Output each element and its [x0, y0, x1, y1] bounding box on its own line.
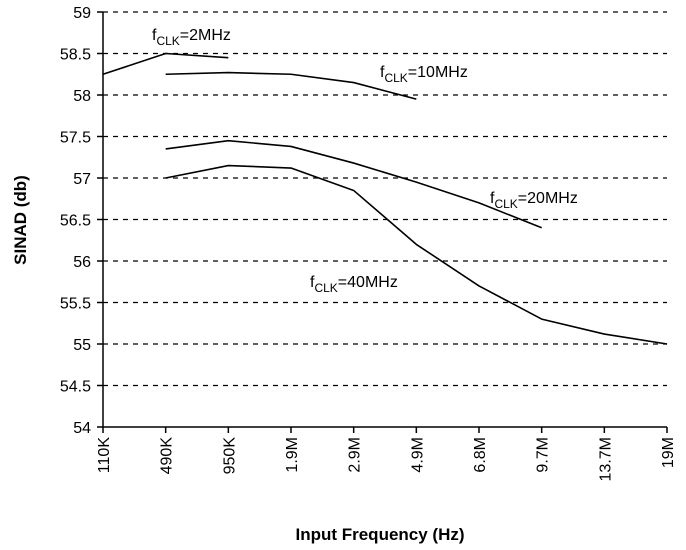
y-tick-label: 54 [73, 420, 91, 437]
x-tick-label: 950K [221, 437, 238, 475]
y-tick-label: 55 [73, 337, 91, 354]
x-tick-label: 4.9M [409, 437, 426, 473]
x-tick-label: 2.9M [347, 437, 364, 473]
y-axis-label: SINAD (db) [11, 175, 30, 265]
label-subscript: CLK [314, 281, 337, 295]
label-subscript: CLK [494, 197, 517, 211]
y-tick-label: 55.5 [60, 296, 91, 313]
x-tick-label: 490K [159, 437, 176, 475]
y-tick-label: 58.5 [60, 47, 91, 64]
x-tick-label: 1.9M [284, 437, 301, 473]
series-line [165, 164, 668, 345]
y-tick-label: 58 [73, 88, 91, 105]
label-prefix: f [490, 190, 495, 207]
label-prefix: f [152, 27, 157, 44]
x-tick-label: 6.8M [472, 437, 489, 473]
x-axis-label: Input Frequency (Hz) [295, 525, 464, 544]
series-line [165, 139, 542, 229]
label-suffix: =40MHz [338, 274, 398, 291]
y-tick-label: 54.5 [60, 379, 91, 396]
series-label: fCLK=40MHz [310, 274, 398, 295]
x-tick-label: 9.7M [535, 437, 552, 473]
series-label: fCLK=2MHz [152, 27, 231, 48]
series-line [165, 71, 417, 100]
y-tick-label: 56 [73, 254, 91, 271]
label-prefix: f [310, 274, 315, 291]
label-suffix: =10MHz [408, 64, 468, 81]
series-line [102, 52, 229, 76]
x-tick-label: 13.7M [597, 437, 614, 481]
label-suffix: =20MHz [518, 190, 578, 207]
label-subscript: CLK [156, 34, 179, 48]
series-label: fCLK=20MHz [490, 190, 578, 211]
x-tick-label: 110K [96, 437, 113, 474]
y-tick-label: 59 [73, 5, 91, 22]
series-label: fCLK=10MHz [380, 64, 468, 85]
y-tick-label: 56.5 [60, 213, 91, 230]
x-tick-label: 19M [660, 437, 677, 468]
label-suffix: =2MHz [180, 27, 231, 44]
y-tick-label: 57.5 [60, 130, 91, 147]
label-prefix: f [380, 64, 385, 81]
label-subscript: CLK [384, 71, 407, 85]
y-tick-label: 57 [73, 171, 91, 188]
